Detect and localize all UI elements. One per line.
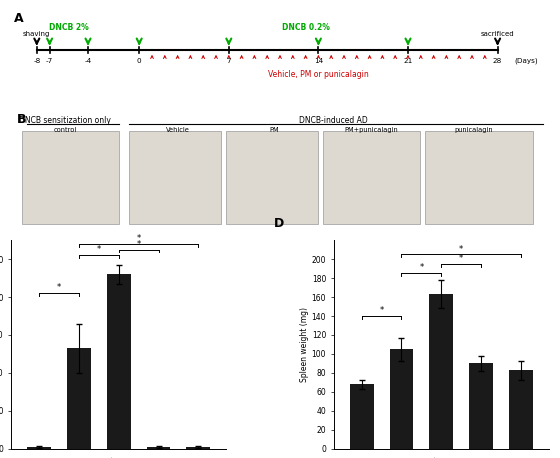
Text: D: D [273,217,284,230]
Text: control: control [53,127,77,133]
Bar [67,348,91,449]
Text: -8: -8 [33,58,40,64]
Bar [226,131,318,224]
Text: Vehicle: Vehicle [166,127,190,133]
Text: *: * [459,245,463,254]
Text: DNCB 0.2%: DNCB 0.2% [282,23,329,32]
Text: 0: 0 [137,58,142,64]
Text: punicalagin: punicalagin [454,127,493,133]
Bar [147,447,170,449]
Bar [22,131,119,224]
Bar [390,349,413,449]
Bar [349,384,374,449]
Bar [430,294,453,449]
Text: *: * [57,284,61,292]
Text: DNCB 2%: DNCB 2% [49,23,88,32]
Text: shaving: shaving [23,31,50,37]
Bar [425,131,533,224]
Text: B: B [17,113,26,126]
Text: PM+punicalagin: PM+punicalagin [344,127,398,133]
Bar [469,364,493,449]
Text: 14: 14 [314,58,323,64]
Text: *: * [380,306,384,315]
Text: sacrificed: sacrificed [481,31,515,37]
Text: Vehicle, PM or punicalagin: Vehicle, PM or punicalagin [268,70,369,79]
Bar [509,370,533,449]
Bar [27,447,51,449]
Text: PM: PM [270,127,279,133]
Text: (Days): (Days) [514,58,538,64]
Text: 7: 7 [226,58,231,64]
Y-axis label: Spleen weight (mg): Spleen weight (mg) [300,307,309,382]
Text: -7: -7 [46,58,53,64]
Bar [129,131,221,224]
Text: DNCB sensitization only: DNCB sensitization only [19,115,111,125]
Text: *: * [137,234,141,243]
Bar [323,131,420,224]
Text: *: * [459,254,463,263]
Text: -4: -4 [85,58,92,64]
Text: *: * [97,245,101,255]
Text: 21: 21 [403,58,413,64]
Bar [186,447,211,449]
Text: A: A [14,12,24,25]
Bar [107,274,130,449]
Text: 28: 28 [493,58,502,64]
Text: *: * [419,263,423,273]
Text: DNCB-induced AD: DNCB-induced AD [300,115,368,125]
Text: *: * [137,240,141,249]
